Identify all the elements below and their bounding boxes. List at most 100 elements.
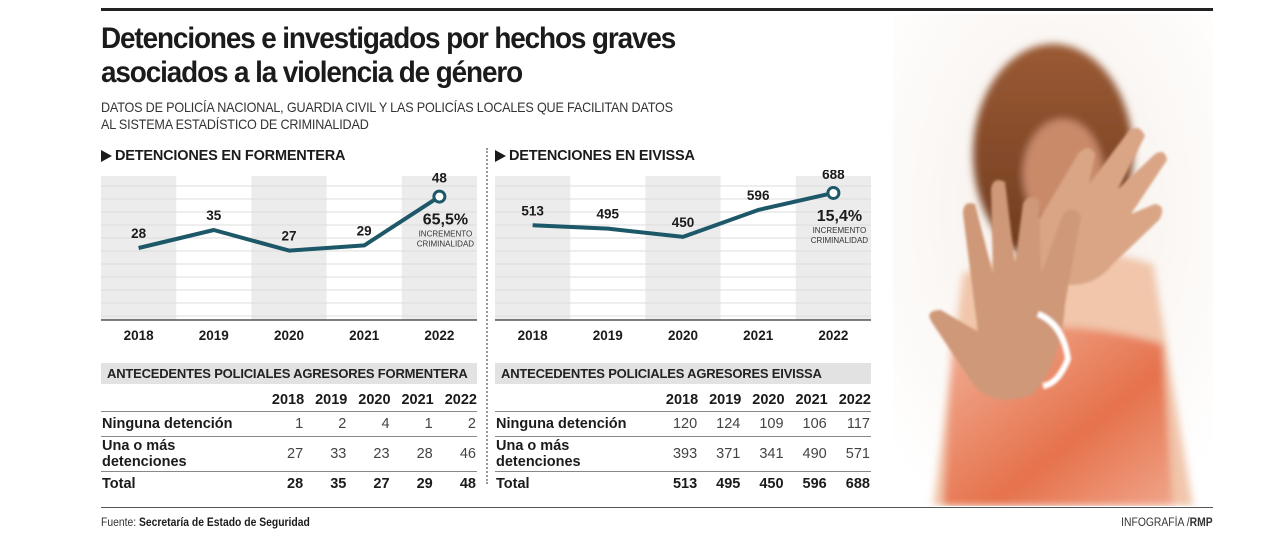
table-cell: 48 <box>459 476 476 492</box>
column-header: 2021 <box>401 392 434 408</box>
photo-illustration <box>893 14 1213 506</box>
table-cell: 4 <box>381 416 390 432</box>
table-row: Ninguna detención 120 124 109 106 117 <box>495 411 871 437</box>
credit-value: RMP <box>1189 517 1213 529</box>
table-title-formentera: ANTECEDENTES POLICIALES AGRESORES FORMEN… <box>101 363 477 384</box>
table-cell: 1 <box>424 416 433 432</box>
table-cell: 688 <box>845 476 870 492</box>
chart-title-formentera: DETENCIONES EN FORMENTERA <box>101 148 345 164</box>
play-triangle-icon <box>495 150 506 162</box>
table-row: Una o más detenciones 393 371 341 490 571 <box>495 436 871 472</box>
column-header: 2021 <box>795 392 828 408</box>
x-tick-label: 2018 <box>124 328 155 343</box>
data-label: 35 <box>206 208 222 223</box>
row-label: Una o más detenciones <box>102 438 187 470</box>
increase-label-line2: CRIMINALIDAD <box>811 236 869 245</box>
table-cell: 29 <box>416 476 433 492</box>
table-header-blank <box>101 389 261 412</box>
table-title-eivissa: ANTECEDENTES POLICIALES AGRESORES EIVISS… <box>495 363 871 384</box>
top-rule <box>101 8 1213 11</box>
table-cell: 495 <box>716 476 741 492</box>
x-tick-label: 2018 <box>518 328 549 343</box>
column-header: 2020 <box>752 392 785 408</box>
x-tick-label: 2022 <box>424 328 454 343</box>
table-cell: 341 <box>759 446 784 462</box>
row-label: Ninguna detención <box>496 416 627 432</box>
table-eivissa: 2018 2019 2020 2021 2022 Ninguna detención 120… <box>495 389 871 496</box>
table-cell: 513 <box>672 476 698 492</box>
x-tick-label: 2021 <box>743 328 774 343</box>
table-header-row: 2018 2019 2020 2021 2022 <box>495 389 871 412</box>
photo-woman-stop-gesture <box>893 14 1213 506</box>
credit-note: INFOGRAFÍA /RMP <box>1122 517 1213 529</box>
table-row: Total 28 35 27 29 48 <box>101 471 477 497</box>
table-formentera: 2018 2019 2020 2021 2022 Ninguna detención 1 2 4… <box>101 389 477 496</box>
line-chart-svg: 513 2018 495 2019 450 2020 596 2021 688 2022 15,4%… <box>495 170 871 343</box>
table-cell: 109 <box>759 416 784 432</box>
increase-percent: 15,4% <box>817 208 862 225</box>
x-tick-label: 2020 <box>274 328 304 343</box>
table-cell: 35 <box>330 476 347 492</box>
data-label: 688 <box>822 170 845 182</box>
table-cell: 571 <box>845 446 870 462</box>
x-tick-label: 2021 <box>349 328 380 343</box>
series-line <box>532 191 834 239</box>
column-header: 2020 <box>358 392 391 408</box>
row-label: Total <box>102 476 136 492</box>
table-row: Total 513 495 450 596 688 <box>495 471 871 497</box>
chart-title-eivissa: DETENCIONES EN EIVISSA <box>495 148 695 164</box>
source-note: Fuente: Secretaría de Estado de Segurida… <box>101 517 310 529</box>
increase-label-line1: INCREMENTO <box>813 226 867 235</box>
table-cell: 46 <box>459 446 476 462</box>
data-label: 450 <box>672 215 695 230</box>
x-tick-label: 2022 <box>818 328 848 343</box>
increase-percent: 65,5% <box>423 212 468 229</box>
row-label: Una o más detenciones <box>496 438 581 470</box>
row-label: Ninguna detención <box>102 416 233 432</box>
table-cell: 393 <box>672 446 698 462</box>
column-header: 2019 <box>709 392 742 408</box>
column-band <box>645 176 721 320</box>
line-chart-svg: 28 2018 35 2019 27 2020 29 2021 48 2022 65,5%INCRE… <box>101 171 477 343</box>
table-cell: 490 <box>802 446 827 462</box>
bottom-rule <box>101 507 1213 508</box>
table-row: Ninguna detención 1 2 4 1 2 <box>101 411 477 437</box>
table-cell: 2 <box>338 416 347 432</box>
table-cell: 33 <box>330 446 347 462</box>
table-row: Una o más detenciones 27 33 23 28 46 <box>101 436 477 472</box>
highlight-point <box>432 189 447 204</box>
table-cell: 28 <box>287 476 304 492</box>
table-cell: 1 <box>295 416 304 432</box>
table-cell: 596 <box>802 476 827 492</box>
column-header: 2022 <box>444 392 477 408</box>
source-label: Fuente: <box>101 517 137 529</box>
table-cell: 371 <box>716 446 741 462</box>
panel-divider <box>486 148 488 484</box>
increase-label-line1: INCREMENTO <box>419 230 473 239</box>
highlight-point <box>826 185 841 200</box>
data-label: 596 <box>747 188 770 203</box>
line-chart-eivissa: 513 2018 495 2019 450 2020 596 2021 688 2022 15,4%… <box>495 170 871 350</box>
increase-label-line2: CRIMINALIDAD <box>417 240 475 249</box>
table-cell: 117 <box>846 416 870 432</box>
series-line <box>138 194 441 253</box>
table-cell: 106 <box>802 416 827 432</box>
page-subtitle: DATOS DE POLICÍA NACIONAL, GUARDIA CIVIL… <box>101 99 673 132</box>
credit-label: INFOGRAFÍA / <box>1121 517 1190 529</box>
row-label: Total <box>496 476 530 492</box>
table-cell: 120 <box>672 416 698 432</box>
table-header-blank <box>495 389 655 412</box>
column-header: 2018 <box>271 392 305 408</box>
x-tick-label: 2020 <box>668 328 698 343</box>
data-label: 29 <box>357 223 372 238</box>
table-header-row: 2018 2019 2020 2021 2022 <box>101 389 477 412</box>
table-cell: 2 <box>467 416 476 432</box>
column-header: 2018 <box>665 392 699 408</box>
play-triangle-icon <box>101 150 112 162</box>
data-label: 495 <box>597 207 620 222</box>
chart-title-text: DETENCIONES EN EIVISSA <box>509 148 695 164</box>
source-value: Secretaría de Estado de Seguridad <box>138 517 310 529</box>
table-cell: 28 <box>416 446 433 462</box>
table-cell: 27 <box>287 446 304 462</box>
data-label: 28 <box>131 226 147 241</box>
